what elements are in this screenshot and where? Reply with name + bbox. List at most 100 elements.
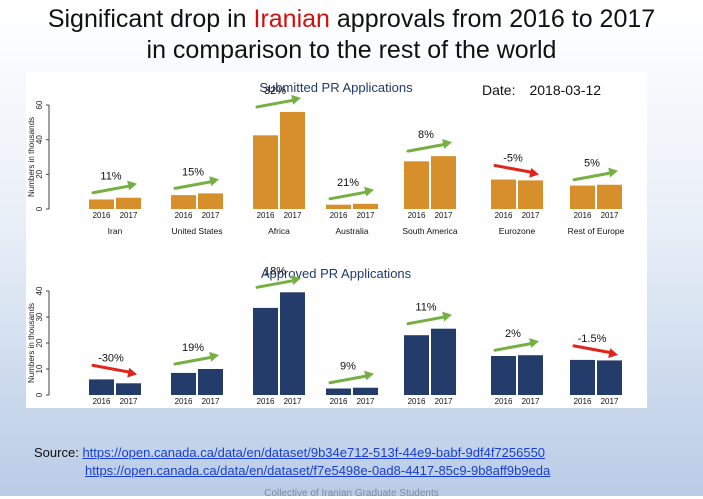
bar-2017 xyxy=(518,355,543,395)
bar-2016 xyxy=(171,195,196,209)
percent-change-label: 32% xyxy=(264,85,286,97)
bar-2017 xyxy=(431,328,456,395)
trend-arrow-head xyxy=(127,367,137,378)
trend-arrow-head xyxy=(291,275,301,286)
percent-change-label: 11% xyxy=(100,171,121,183)
bar-2016 xyxy=(491,179,516,209)
y-tick-label: 40 xyxy=(35,286,44,295)
year-label: 2016 xyxy=(175,397,193,406)
year-label: 2016 xyxy=(330,211,348,220)
percent-change-label: 11% xyxy=(415,302,436,314)
trend-arrow-head xyxy=(291,94,301,105)
source-link-2[interactable]: https://open.canada.ca/data/en/dataset/f… xyxy=(85,463,551,478)
year-label: 2016 xyxy=(495,211,513,220)
percent-change-label: 2% xyxy=(505,328,521,340)
bar-2016 xyxy=(171,372,196,395)
trend-arrow-head xyxy=(209,176,219,187)
y-tick-label: 20 xyxy=(35,338,44,347)
bar-2017 xyxy=(280,292,305,395)
y-tick-label: 0 xyxy=(35,206,44,211)
bar-2017 xyxy=(116,383,141,395)
year-label: 2017 xyxy=(357,211,375,220)
trend-arrow-shaft xyxy=(493,341,535,352)
trend-arrow-shaft xyxy=(406,142,448,153)
date-value: 2018-03-12 xyxy=(529,82,602,98)
percent-change-label: 21% xyxy=(337,177,359,189)
title-line-2: in comparison to the rest of the world xyxy=(146,36,557,64)
trend-arrow-shaft xyxy=(255,98,297,109)
trend-arrow-head xyxy=(608,348,618,358)
date-label: Date: xyxy=(482,82,516,98)
bar-2017 xyxy=(116,197,141,209)
trend-arrow-head xyxy=(209,351,219,362)
category-label: South America xyxy=(402,226,458,236)
percent-change-label: 19% xyxy=(182,342,204,354)
bar-2017 xyxy=(597,184,622,209)
source-block: Source: https://open.canada.ca/data/en/d… xyxy=(34,444,550,480)
trend-arrow-shaft xyxy=(173,355,215,366)
category-label: United States xyxy=(171,226,222,236)
percent-change-label: -30% xyxy=(98,352,124,364)
bar-2016 xyxy=(326,388,351,395)
year-label: 2017 xyxy=(522,211,540,220)
bar-2016 xyxy=(89,379,114,395)
y-tick-label: 60 xyxy=(35,100,44,109)
trend-arrow-shaft xyxy=(572,171,614,182)
bar-2016 xyxy=(253,307,278,395)
year-label: 2016 xyxy=(408,211,426,220)
percent-change-label: 15% xyxy=(182,166,204,178)
bar-2016 xyxy=(326,204,351,209)
year-label: 2016 xyxy=(93,397,111,406)
trend-arrow-head xyxy=(364,370,374,381)
title-line-1: Significant drop in Iranian approvals fr… xyxy=(0,4,703,35)
bar-2016 xyxy=(404,335,429,395)
bar-2017 xyxy=(353,203,378,209)
year-label: 2017 xyxy=(284,211,302,220)
trend-arrow-head xyxy=(529,167,539,178)
year-label: 2017 xyxy=(435,211,453,220)
year-label: 2016 xyxy=(495,397,513,406)
category-label: Africa xyxy=(268,226,290,236)
trend-arrow-shaft xyxy=(572,344,614,355)
trend-arrow-shaft xyxy=(91,363,133,374)
bar-2017 xyxy=(280,111,305,209)
percent-change-label: -1.5% xyxy=(578,333,607,345)
trend-arrow-head xyxy=(442,311,452,322)
trend-arrow-shaft xyxy=(91,184,133,195)
bar-2017 xyxy=(198,193,223,209)
y-tick-label: 40 xyxy=(35,135,44,144)
year-label: 2017 xyxy=(357,397,375,406)
bar-2016 xyxy=(570,359,595,395)
bar-2016 xyxy=(89,199,114,209)
trend-arrow-head xyxy=(529,338,539,348)
trend-arrow-shaft xyxy=(406,315,448,326)
year-label: 2016 xyxy=(408,397,426,406)
year-label: 2016 xyxy=(175,211,193,220)
trend-arrow-shaft xyxy=(328,190,370,201)
year-label: 2017 xyxy=(435,397,453,406)
percent-change-label: 8% xyxy=(418,129,434,141)
title-part-2: approvals from 2016 to 2017 xyxy=(329,5,656,33)
year-label: 2017 xyxy=(601,211,619,220)
bar-2017 xyxy=(431,156,456,209)
chart-title: Approved PR Applications xyxy=(261,266,412,281)
year-label: 2017 xyxy=(120,397,138,406)
percent-change-label: -5% xyxy=(503,153,523,165)
title-part-1: Significant drop in xyxy=(47,5,254,33)
year-label: 2016 xyxy=(257,211,275,220)
percent-change-label: 18% xyxy=(264,265,286,277)
category-label: Iran xyxy=(108,226,123,236)
source-link-1[interactable]: https://open.canada.ca/data/en/dataset/9… xyxy=(82,445,546,460)
trend-arrow-head xyxy=(608,167,618,178)
trend-arrow-shaft xyxy=(493,164,535,175)
year-label: 2017 xyxy=(284,397,302,406)
year-label: 2016 xyxy=(574,211,592,220)
year-label: 2017 xyxy=(601,397,619,406)
bar-2016 xyxy=(491,356,516,395)
bar-2017 xyxy=(597,360,622,395)
chart-title: Submitted PR Applications xyxy=(259,80,413,95)
bar-2016 xyxy=(253,135,278,209)
source-label: Source: xyxy=(34,445,79,460)
trend-arrow-head xyxy=(364,186,374,197)
year-label: 2016 xyxy=(574,397,592,406)
